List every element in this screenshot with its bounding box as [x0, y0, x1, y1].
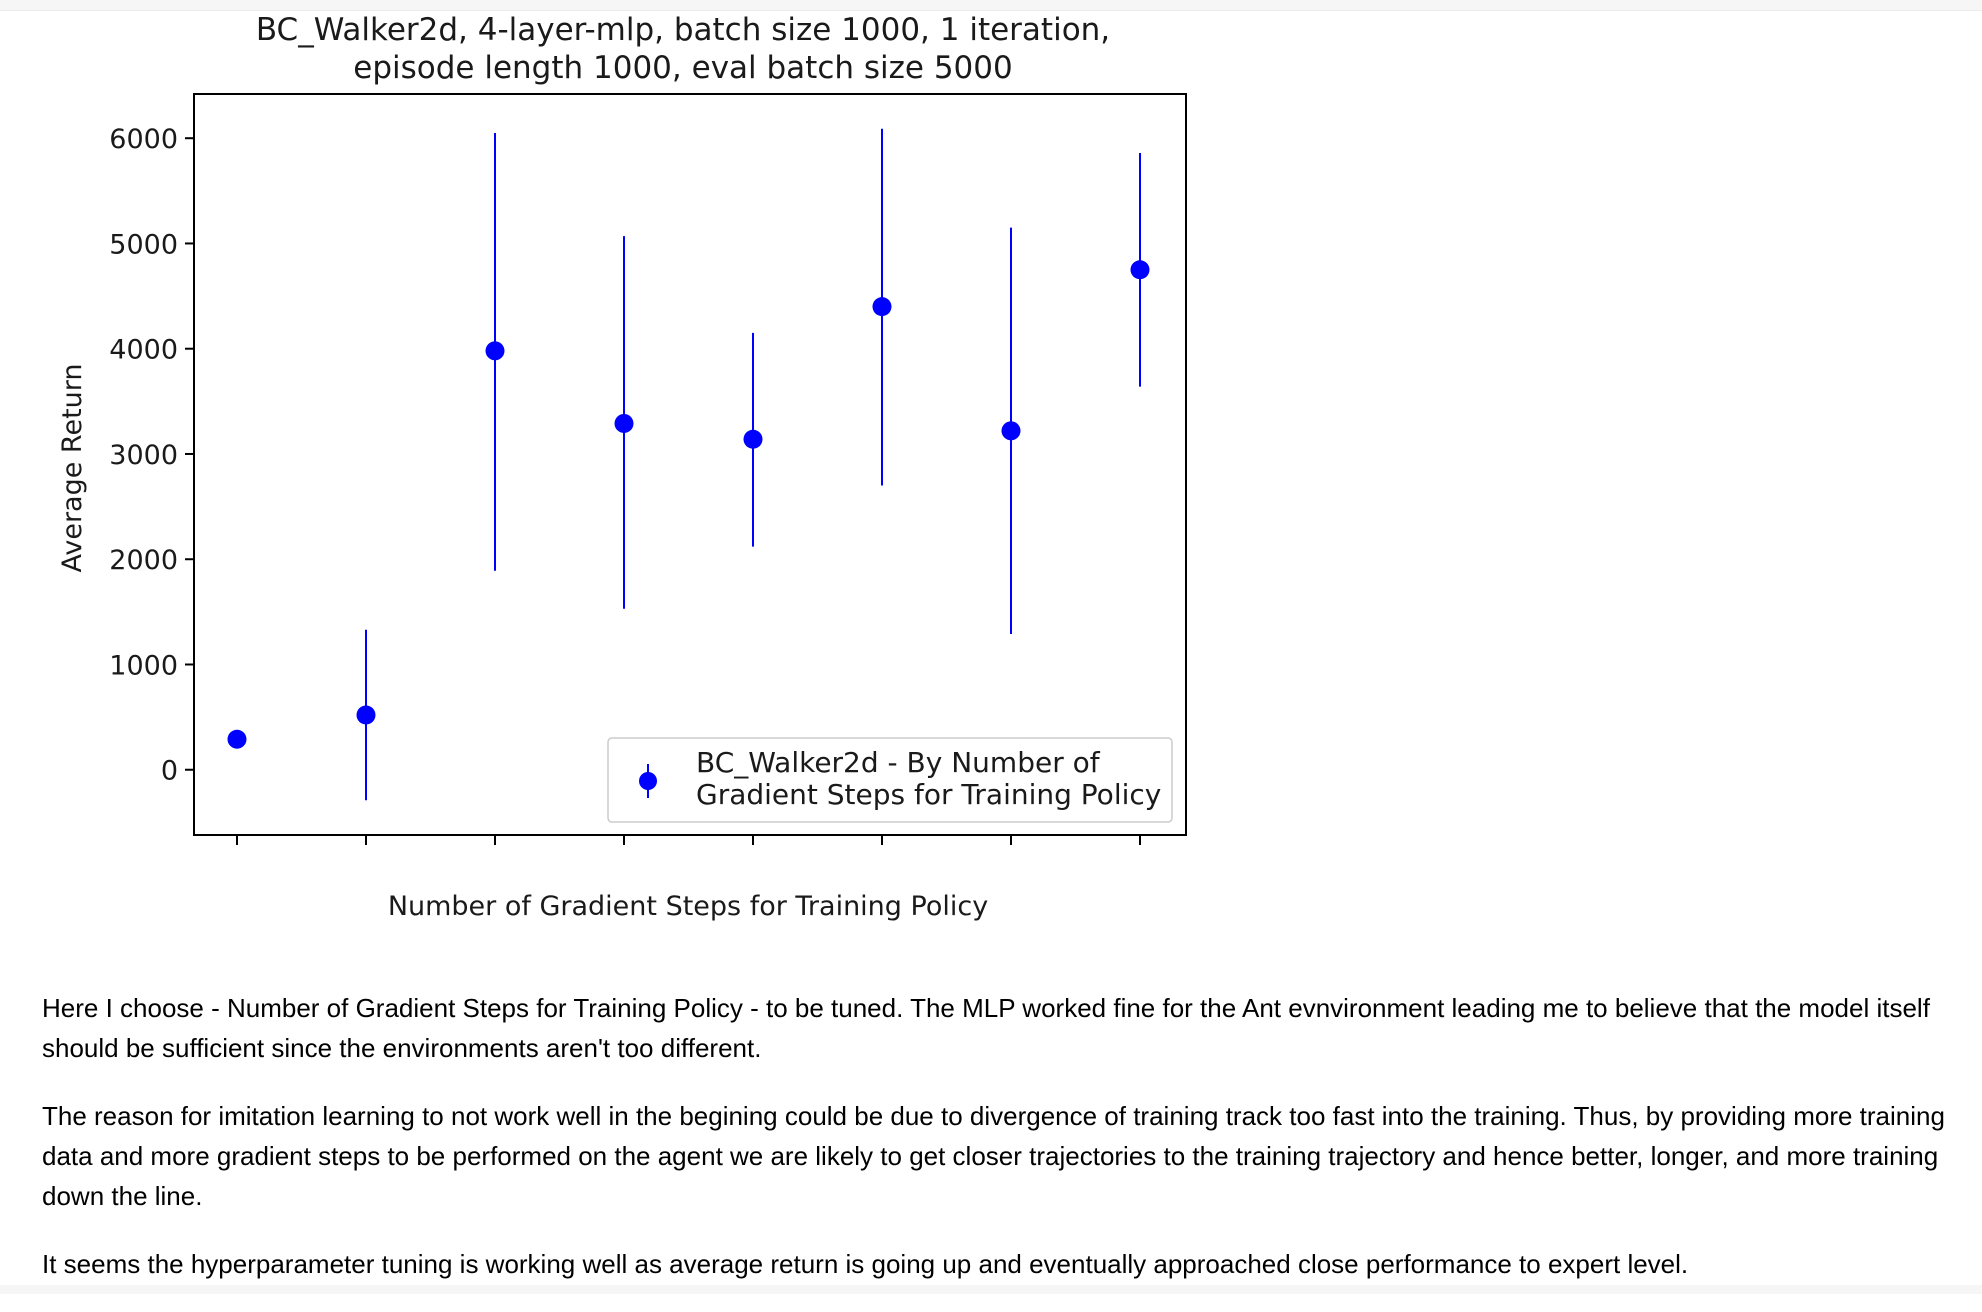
y-tick-label: 6000 [109, 124, 178, 155]
y-tick-label: 1000 [109, 650, 178, 681]
legend-frame [607, 737, 1173, 823]
data-point [743, 429, 763, 449]
window-top-strip [0, 0, 1982, 11]
paragraph-2: The reason for imitation learning to not… [42, 1101, 1945, 1211]
legend: BC_Walker2d - By Number of Gradient Step… [607, 737, 1173, 823]
data-point [356, 705, 376, 725]
notes-text: Here I choose - Number of Gradient Steps… [42, 988, 1962, 1312]
data-point [872, 297, 892, 317]
y-axis: 0 1000 2000 3000 4000 5000 6000 [109, 124, 194, 787]
chart-title: BC_Walker2d, 4-layer-mlp, batch size 100… [256, 12, 1110, 86]
y-tick-label: 0 [161, 756, 178, 787]
y-tick-label: 4000 [109, 335, 178, 366]
series-layer [227, 128, 1150, 801]
x-axis-label: Number of Gradient Steps for Training Po… [388, 891, 988, 922]
data-point [1001, 421, 1021, 441]
chart-title-line-2: episode length 1000, eval batch size 500… [353, 50, 1012, 86]
chart-title-line-1: BC_Walker2d, 4-layer-mlp, batch size 100… [256, 12, 1110, 48]
plot-area-frame [193, 93, 1187, 836]
data-point [227, 729, 247, 749]
paragraph-3: It seems the hyperparameter tuning is wo… [42, 1249, 1689, 1279]
y-axis-label: Average Return [57, 363, 88, 572]
legend-entry-line-2: Gradient Steps for Training Policy [696, 778, 1161, 811]
data-point [485, 341, 505, 361]
data-point [1130, 260, 1150, 280]
data-point [614, 413, 634, 433]
chart: BC_Walker2d, 4-layer-mlp, batch size 100… [57, 12, 1187, 922]
window-bottom-strip [0, 1285, 1982, 1294]
y-tick-label: 3000 [109, 440, 178, 471]
y-tick-label: 5000 [109, 229, 178, 260]
legend-marker-dot [639, 772, 657, 790]
paragraph-1: Here I choose - Number of Gradient Steps… [42, 993, 1930, 1063]
legend-entry-line-1: BC_Walker2d - By Number of [696, 746, 1101, 779]
y-tick-label: 2000 [109, 545, 178, 576]
x-axis [236, 835, 1141, 845]
